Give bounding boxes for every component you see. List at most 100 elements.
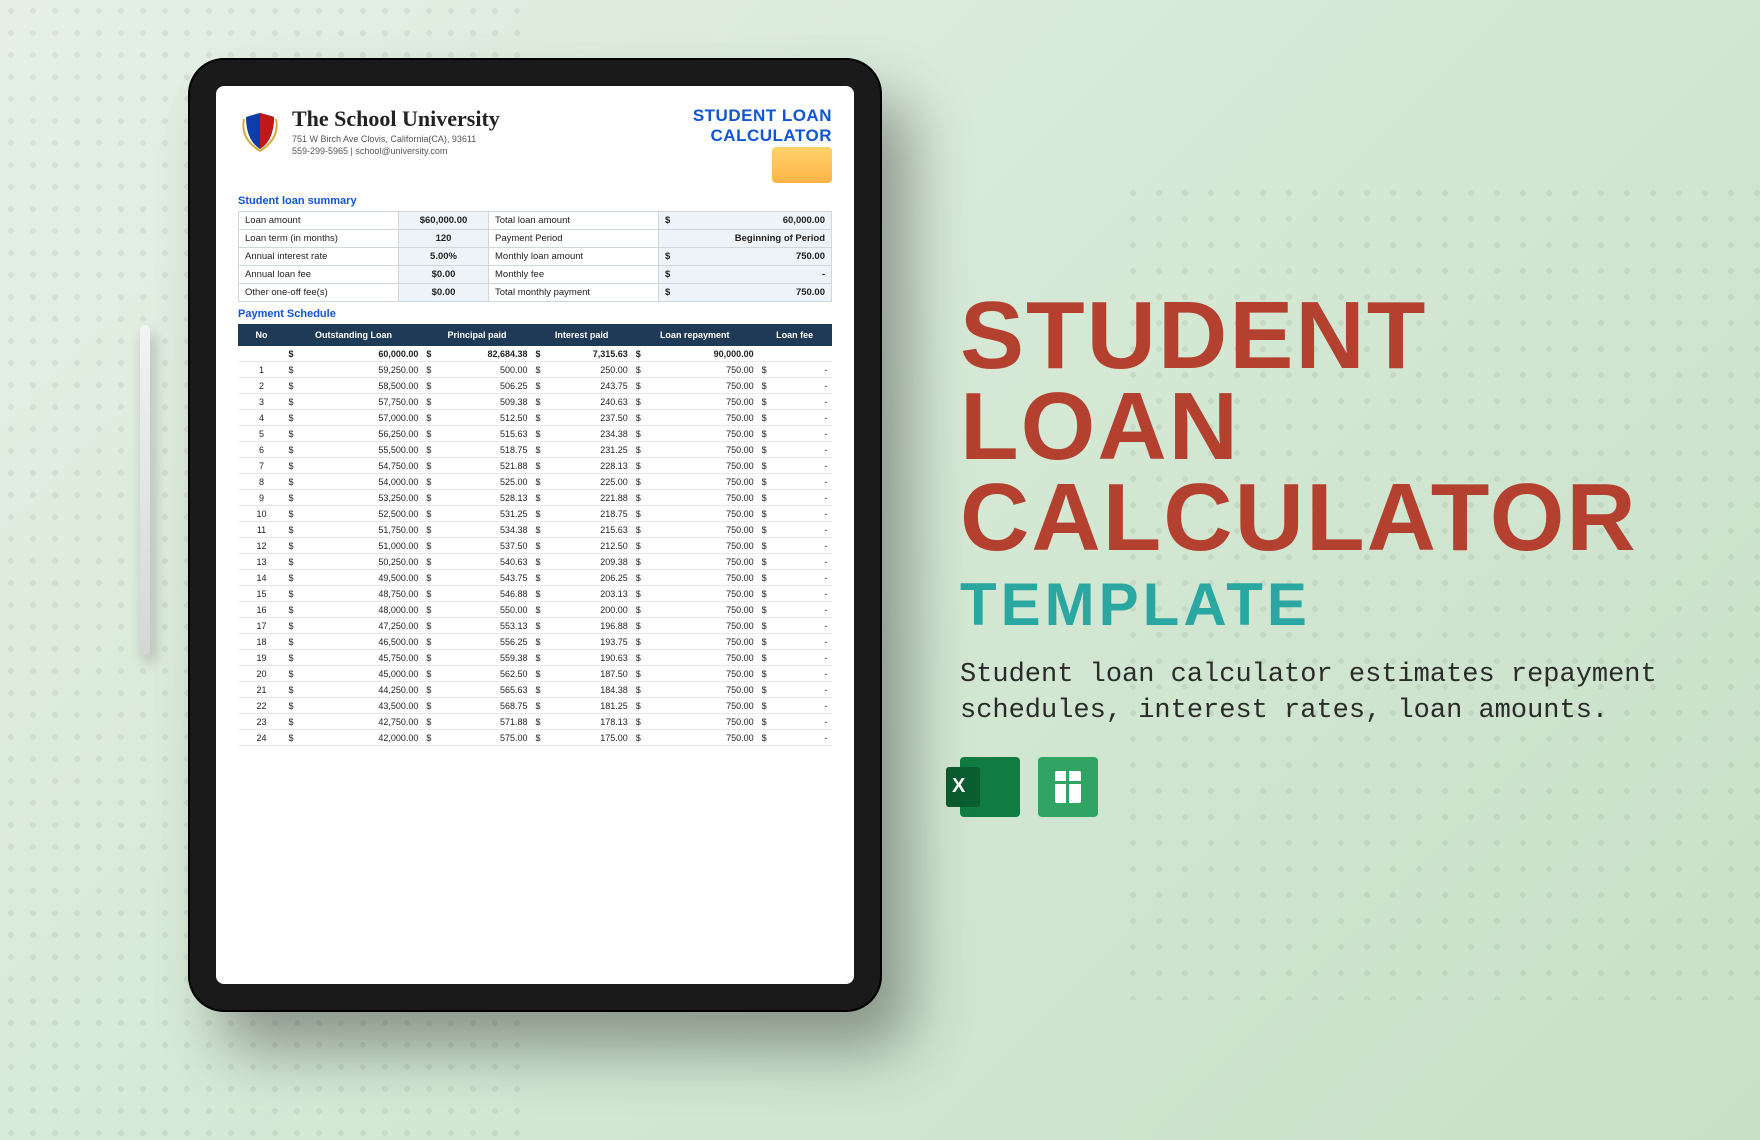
schedule-row: 15$48,750.00$546.88$203.13$750.00$- xyxy=(239,586,832,602)
school-name: The School University xyxy=(292,106,500,132)
row-no: 6 xyxy=(239,442,285,458)
schedule-row: 13$50,250.00$540.63$209.38$750.00$- xyxy=(239,554,832,570)
row-fee: $- xyxy=(758,490,832,506)
row-principal: $559.38 xyxy=(422,650,531,666)
row-interest: $190.63 xyxy=(531,650,631,666)
google-sheets-icon xyxy=(1038,757,1098,817)
summary-left-value: $0.00 xyxy=(399,266,489,284)
row-repayment: $750.00 xyxy=(632,410,758,426)
row-interest: $175.00 xyxy=(531,730,631,746)
row-fee: $- xyxy=(758,474,832,490)
row-interest: $212.50 xyxy=(531,538,631,554)
row-principal: $515.63 xyxy=(422,426,531,442)
row-principal: $546.88 xyxy=(422,586,531,602)
row-outstanding: $57,750.00 xyxy=(285,394,423,410)
summary-left-value: 5.00% xyxy=(399,248,489,266)
schedule-column-header: Interest paid xyxy=(531,325,631,346)
row-repayment: $750.00 xyxy=(632,570,758,586)
schedule-row: 12$51,000.00$537.50$212.50$750.00$- xyxy=(239,538,832,554)
row-no: 23 xyxy=(239,714,285,730)
row-interest: $243.75 xyxy=(531,378,631,394)
row-interest: $218.75 xyxy=(531,506,631,522)
row-repayment: $750.00 xyxy=(632,650,758,666)
row-fee: $- xyxy=(758,522,832,538)
schedule-row: 10$52,500.00$531.25$218.75$750.00$- xyxy=(239,506,832,522)
row-no: 8 xyxy=(239,474,285,490)
row-outstanding: $46,500.00 xyxy=(285,634,423,650)
row-fee: $- xyxy=(758,506,832,522)
summary-left-label: Other one-off fee(s) xyxy=(239,284,399,302)
schedule-row: 17$47,250.00$553.13$196.88$750.00$- xyxy=(239,618,832,634)
row-principal: $553.13 xyxy=(422,618,531,634)
school-contact: 559-299-5965 | school@university.com xyxy=(292,146,500,156)
row-repayment: $750.00 xyxy=(632,522,758,538)
row-fee: $- xyxy=(758,586,832,602)
row-repayment: $750.00 xyxy=(632,554,758,570)
row-no: 21 xyxy=(239,682,285,698)
row-fee: $- xyxy=(758,394,832,410)
summary-right-value: $750.00 xyxy=(659,248,832,266)
row-principal: $565.63 xyxy=(422,682,531,698)
row-outstanding: $59,250.00 xyxy=(285,362,423,378)
document-header: The School University 751 W Birch Ave Cl… xyxy=(238,106,832,183)
row-fee: $- xyxy=(758,698,832,714)
row-repayment: $750.00 xyxy=(632,730,758,746)
row-no: 22 xyxy=(239,698,285,714)
row-repayment: $750.00 xyxy=(632,394,758,410)
row-no: 12 xyxy=(239,538,285,554)
row-fee: $- xyxy=(758,554,832,570)
row-principal: $575.00 xyxy=(422,730,531,746)
row-interest: $184.38 xyxy=(531,682,631,698)
schedule-row: 22$43,500.00$568.75$181.25$750.00$- xyxy=(239,698,832,714)
schedule-heading: Payment Schedule xyxy=(238,308,832,320)
row-repayment: $750.00 xyxy=(632,442,758,458)
row-principal: $528.13 xyxy=(422,490,531,506)
row-outstanding: $42,000.00 xyxy=(285,730,423,746)
school-address: 751 W Birch Ave Clovis, California(CA), … xyxy=(292,134,500,144)
row-principal: $540.63 xyxy=(422,554,531,570)
row-fee: $- xyxy=(758,362,832,378)
row-repayment: $750.00 xyxy=(632,490,758,506)
row-principal: $550.00 xyxy=(422,602,531,618)
schedule-column-header: Loan fee xyxy=(758,325,832,346)
schedule-total-principal: $82,684.38 xyxy=(422,346,531,362)
summary-left-label: Annual interest rate xyxy=(239,248,399,266)
row-interest: $231.25 xyxy=(531,442,631,458)
row-outstanding: $50,250.00 xyxy=(285,554,423,570)
promo-description: Student loan calculator estimates repaym… xyxy=(960,657,1660,730)
row-principal: $568.75 xyxy=(422,698,531,714)
schedule-row: 5$56,250.00$515.63$234.38$750.00$- xyxy=(239,426,832,442)
schedule-total-no xyxy=(239,346,285,362)
row-principal: $571.88 xyxy=(422,714,531,730)
row-interest: $193.75 xyxy=(531,634,631,650)
row-repayment: $750.00 xyxy=(632,618,758,634)
row-no: 1 xyxy=(239,362,285,378)
row-interest: $187.50 xyxy=(531,666,631,682)
row-fee: $- xyxy=(758,570,832,586)
schedule-row: 24$42,000.00$575.00$175.00$750.00$- xyxy=(239,730,832,746)
schedule-row: 4$57,000.00$512.50$237.50$750.00$- xyxy=(239,410,832,426)
school-crest-icon xyxy=(238,109,282,153)
format-icons xyxy=(960,757,1680,817)
schedule-column-header: Loan repayment xyxy=(632,325,758,346)
schedule-table: NoOutstanding LoanPrincipal paidInterest… xyxy=(238,324,832,746)
row-interest: $215.63 xyxy=(531,522,631,538)
schedule-row: 14$49,500.00$543.75$206.25$750.00$- xyxy=(239,570,832,586)
row-no: 9 xyxy=(239,490,285,506)
schedule-row: 2$58,500.00$506.25$243.75$750.00$- xyxy=(239,378,832,394)
row-principal: $521.88 xyxy=(422,458,531,474)
row-outstanding: $44,250.00 xyxy=(285,682,423,698)
row-interest: $225.00 xyxy=(531,474,631,490)
tablet-frame: The School University 751 W Birch Ave Cl… xyxy=(190,60,880,1010)
schedule-row: 11$51,750.00$534.38$215.63$750.00$- xyxy=(239,522,832,538)
row-outstanding: $53,250.00 xyxy=(285,490,423,506)
row-fee: $- xyxy=(758,378,832,394)
schedule-total-fee xyxy=(758,346,832,362)
row-repayment: $750.00 xyxy=(632,714,758,730)
summary-left-label: Loan amount xyxy=(239,212,399,230)
row-no: 4 xyxy=(239,410,285,426)
schedule-total-interest: $7,315.63 xyxy=(531,346,631,362)
row-no: 2 xyxy=(239,378,285,394)
row-no: 24 xyxy=(239,730,285,746)
row-interest: $200.00 xyxy=(531,602,631,618)
